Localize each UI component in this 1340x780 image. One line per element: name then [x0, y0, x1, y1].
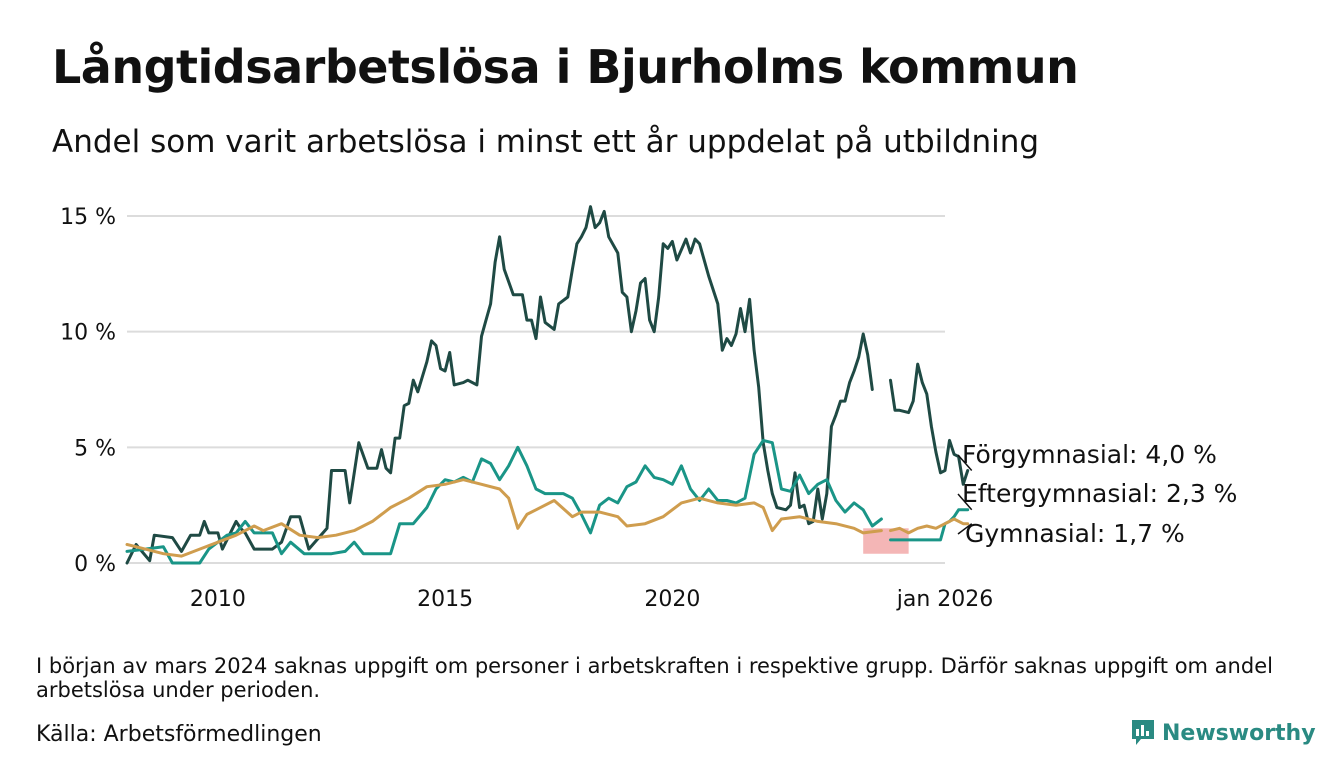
- x-tick-label: 2020: [644, 587, 700, 612]
- source-credit: Källa: Arbetsförmedlingen: [36, 722, 322, 747]
- end-label-eftergymnasial: Eftergymnasial: 2,3 %: [962, 479, 1237, 508]
- x-tick-label: jan 2026: [896, 587, 994, 612]
- y-tick-label: 5 %: [74, 436, 116, 461]
- y-tick-label: 15 %: [60, 205, 116, 230]
- y-tick-label: 10 %: [60, 321, 116, 346]
- end-label-layer: Förgymnasial: 4,0 % Eftergymnasial: 2,3 %…: [957, 440, 1237, 548]
- series-layer: [125, 205, 970, 565]
- series-line-eftergymnasial-segment-1: [125, 438, 883, 565]
- x-tick-label: 2010: [190, 587, 246, 612]
- series-line-gymnasial-segment-1: [125, 478, 883, 558]
- line-chart: Förgymnasial: 4,0 % Eftergymnasial: 2,3 %…: [60, 205, 1237, 612]
- end-label-leader: [957, 523, 973, 535]
- footnote: I början av mars 2024 saknas uppgift om …: [36, 654, 1273, 702]
- series-line-gymnasial-segment-2: [889, 517, 970, 535]
- brand-logo: Newsworthy: [1130, 718, 1316, 748]
- newsworthy-logo-icon: [1130, 718, 1156, 748]
- brand-name: Newsworthy: [1162, 720, 1316, 746]
- end-label-leader: [957, 493, 973, 511]
- series-line-förgymnasial-segment-1: [125, 205, 874, 565]
- y-tick-label: 0 %: [74, 552, 116, 577]
- series-line-förgymnasial-segment-2: [889, 362, 970, 486]
- end-label-förgymnasial: Förgymnasial: 4,0 %: [962, 440, 1217, 469]
- end-label-gymnasial: Gymnasial: 1,7 %: [965, 519, 1185, 548]
- tick-label-layer: 0 % 5 % 10 % 15 % 2010 2015 2020 jan 2026: [60, 205, 993, 612]
- page-title: Långtidsarbetslösa i Bjurholms kommun: [52, 40, 1079, 94]
- page-subtitle: Andel som varit arbetslösa i minst ett å…: [52, 124, 1040, 160]
- x-tick-label: 2015: [417, 587, 473, 612]
- end-label-leader: [957, 454, 973, 471]
